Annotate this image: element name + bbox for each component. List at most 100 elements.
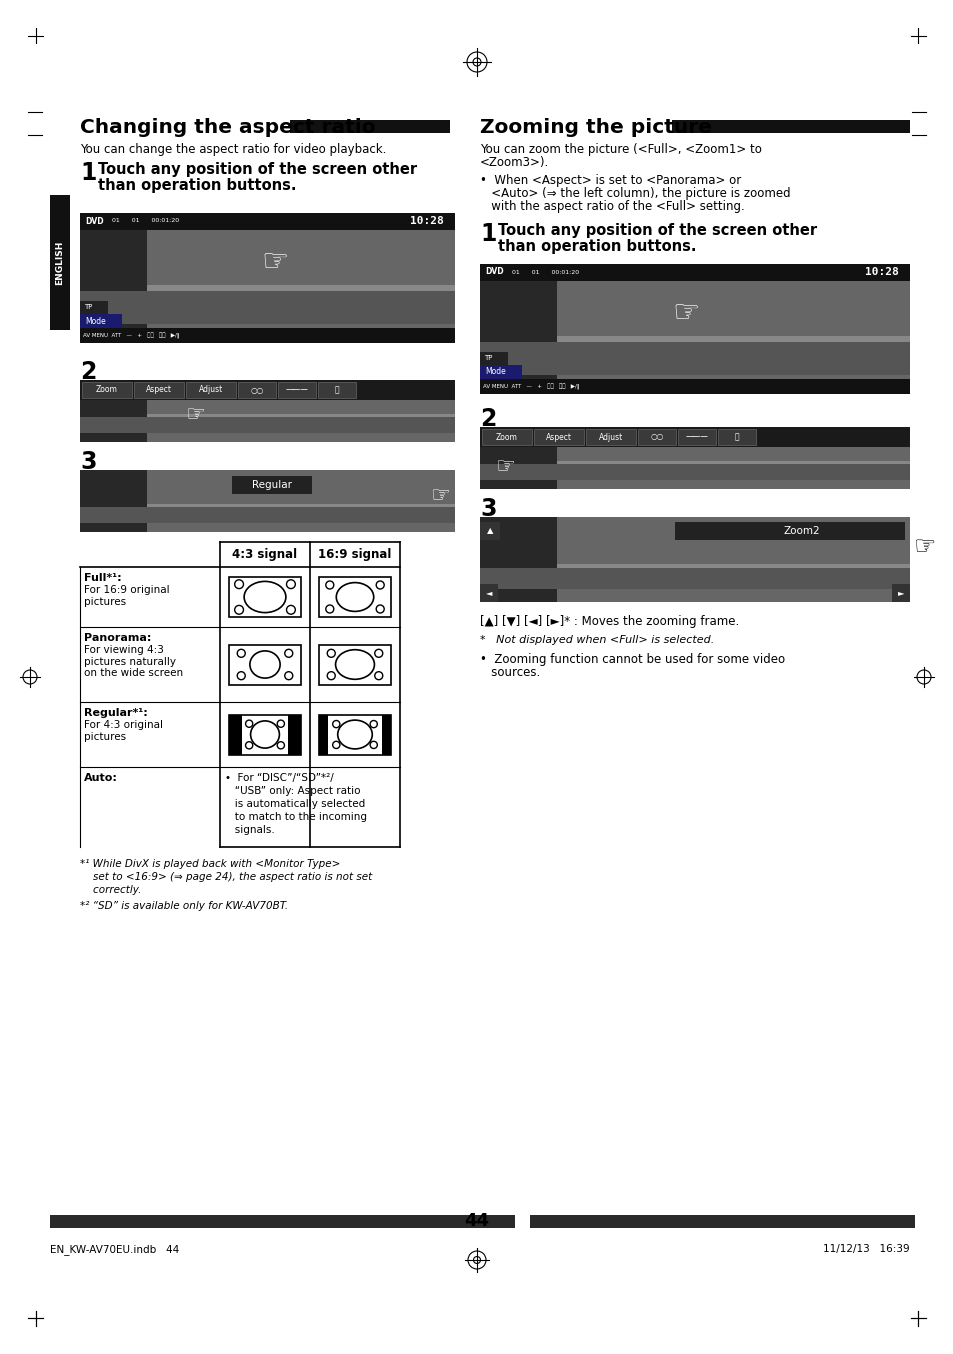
Bar bbox=[80, 213, 148, 343]
Text: For viewing 4:3
pictures naturally
on the wide screen: For viewing 4:3 pictures naturally on th… bbox=[84, 645, 183, 678]
Bar bbox=[479, 366, 521, 379]
Bar bbox=[530, 1215, 914, 1228]
Bar bbox=[585, 429, 636, 445]
Bar bbox=[229, 577, 301, 617]
Circle shape bbox=[370, 720, 377, 727]
Bar bbox=[479, 523, 499, 540]
Ellipse shape bbox=[251, 720, 279, 749]
Text: Zooming the picture: Zooming the picture bbox=[479, 118, 711, 137]
Bar bbox=[557, 462, 909, 479]
Bar bbox=[479, 464, 909, 479]
Bar bbox=[80, 380, 148, 441]
Circle shape bbox=[237, 650, 245, 657]
Text: Touch any position of the screen other: Touch any position of the screen other bbox=[98, 162, 416, 177]
Bar bbox=[80, 314, 122, 328]
Text: <Zoom3>).: <Zoom3>). bbox=[479, 156, 549, 169]
Text: than operation buttons.: than operation buttons. bbox=[497, 240, 696, 255]
Bar bbox=[479, 343, 909, 375]
Bar bbox=[557, 264, 909, 394]
Bar bbox=[557, 517, 909, 603]
Circle shape bbox=[370, 741, 377, 749]
Bar bbox=[80, 291, 455, 324]
Text: Zoom: Zoom bbox=[496, 432, 517, 441]
Bar bbox=[229, 715, 242, 754]
Bar bbox=[148, 504, 455, 523]
Text: ☞: ☞ bbox=[495, 458, 515, 477]
Circle shape bbox=[375, 672, 382, 680]
Text: DVD: DVD bbox=[484, 268, 503, 276]
Text: 📷: 📷 bbox=[335, 386, 339, 394]
Text: EN_KW-AV70EU.indb   44: EN_KW-AV70EU.indb 44 bbox=[50, 1244, 179, 1255]
Text: 4:3 signal: 4:3 signal bbox=[233, 548, 297, 561]
Text: set to <16:9> (⇒ page 24), the aspect ratio is not set: set to <16:9> (⇒ page 24), the aspect ra… bbox=[80, 872, 372, 881]
Circle shape bbox=[286, 580, 295, 589]
Text: ☞: ☞ bbox=[185, 405, 205, 425]
Bar bbox=[277, 382, 315, 398]
Bar bbox=[318, 715, 391, 754]
Text: [▲] [▼] [◄] [►]* : Moves the zooming frame.: [▲] [▼] [◄] [►]* : Moves the zooming fra… bbox=[479, 615, 739, 628]
Text: ☞: ☞ bbox=[430, 486, 450, 506]
Bar bbox=[557, 336, 909, 375]
Bar bbox=[671, 121, 909, 133]
Text: ○○: ○○ bbox=[250, 386, 263, 394]
Bar bbox=[80, 417, 455, 433]
Bar bbox=[80, 470, 148, 532]
Bar bbox=[891, 584, 909, 603]
Text: 10:28: 10:28 bbox=[410, 217, 443, 226]
Bar bbox=[675, 523, 904, 540]
Text: AV MENU  ATT   —   +   ⏮⏮   ⏭⏭   ▶/‖: AV MENU ATT — + ⏮⏮ ⏭⏭ ▶/‖ bbox=[83, 333, 179, 338]
Text: Mode: Mode bbox=[85, 317, 106, 325]
Text: 3: 3 bbox=[80, 450, 96, 474]
Bar bbox=[80, 301, 108, 314]
Bar bbox=[479, 427, 909, 447]
Bar bbox=[479, 427, 557, 489]
Text: TP: TP bbox=[483, 355, 492, 362]
Bar bbox=[479, 264, 909, 282]
Bar bbox=[318, 715, 328, 754]
Bar bbox=[229, 645, 301, 685]
Ellipse shape bbox=[335, 650, 374, 680]
Bar bbox=[50, 1215, 515, 1228]
Circle shape bbox=[245, 720, 253, 727]
Bar bbox=[80, 328, 455, 343]
Bar bbox=[82, 382, 132, 398]
Bar bbox=[318, 645, 391, 685]
Text: ☞: ☞ bbox=[261, 248, 289, 278]
Text: correctly.: correctly. bbox=[80, 886, 141, 895]
Bar bbox=[148, 470, 455, 532]
Text: Adjust: Adjust bbox=[598, 432, 622, 441]
Text: •  When <Aspect> is set to <Panorama> or: • When <Aspect> is set to <Panorama> or bbox=[479, 175, 740, 187]
Circle shape bbox=[286, 605, 295, 615]
Bar bbox=[479, 427, 909, 489]
Bar bbox=[229, 715, 301, 754]
Text: is automatically selected: is automatically selected bbox=[225, 799, 365, 808]
Text: Regular*¹:: Regular*¹: bbox=[84, 708, 148, 718]
Bar bbox=[481, 429, 532, 445]
Circle shape bbox=[277, 742, 284, 749]
Text: ENGLISH: ENGLISH bbox=[55, 240, 65, 284]
Text: Regular: Regular bbox=[252, 481, 292, 490]
Bar bbox=[80, 508, 455, 523]
Text: Full*¹:: Full*¹: bbox=[84, 573, 121, 584]
Text: with the aspect ratio of the <Full> setting.: with the aspect ratio of the <Full> sett… bbox=[479, 200, 744, 213]
Text: ▲: ▲ bbox=[486, 527, 493, 535]
Text: 2: 2 bbox=[479, 408, 496, 431]
Text: 01      01      00:01:20: 01 01 00:01:20 bbox=[512, 269, 578, 275]
Bar bbox=[534, 429, 583, 445]
Bar bbox=[80, 380, 455, 399]
Bar bbox=[317, 382, 355, 398]
Ellipse shape bbox=[244, 581, 286, 612]
Text: ☞: ☞ bbox=[672, 299, 700, 328]
Text: ☞: ☞ bbox=[913, 535, 935, 559]
Bar bbox=[479, 264, 909, 394]
Bar bbox=[80, 380, 455, 441]
Bar bbox=[80, 213, 455, 343]
Bar bbox=[148, 380, 455, 441]
Circle shape bbox=[284, 672, 293, 680]
Bar bbox=[50, 195, 70, 330]
Circle shape bbox=[375, 605, 384, 613]
Text: 11/12/13   16:39: 11/12/13 16:39 bbox=[822, 1244, 909, 1254]
Bar bbox=[557, 427, 909, 489]
Bar bbox=[638, 429, 676, 445]
Text: to match to the incoming: to match to the incoming bbox=[225, 812, 367, 822]
